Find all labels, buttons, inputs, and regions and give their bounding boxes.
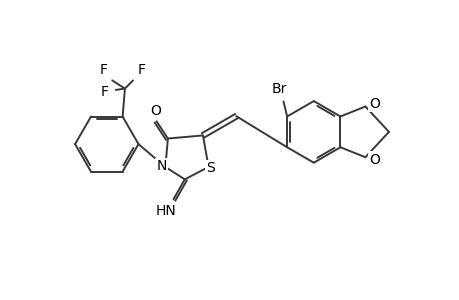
Text: S: S xyxy=(206,161,215,175)
Text: F: F xyxy=(137,63,145,77)
Text: O: O xyxy=(150,104,161,118)
Text: F: F xyxy=(101,85,109,99)
Text: O: O xyxy=(368,152,379,167)
Text: Br: Br xyxy=(271,82,286,96)
Text: O: O xyxy=(368,97,379,111)
Text: F: F xyxy=(99,63,107,77)
Text: HN: HN xyxy=(155,204,176,218)
Text: N: N xyxy=(156,159,167,173)
